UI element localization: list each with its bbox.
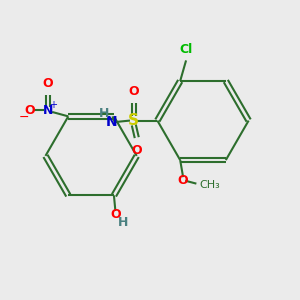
Text: N: N bbox=[106, 115, 118, 129]
Text: Cl: Cl bbox=[179, 43, 193, 56]
Text: S: S bbox=[128, 113, 139, 128]
Text: O: O bbox=[128, 85, 139, 98]
Text: O: O bbox=[131, 143, 142, 157]
Text: O: O bbox=[178, 174, 188, 187]
Text: −: − bbox=[19, 110, 29, 124]
Text: O: O bbox=[25, 104, 35, 117]
Text: N: N bbox=[43, 104, 53, 117]
Text: O: O bbox=[110, 208, 121, 221]
Text: O: O bbox=[42, 77, 53, 90]
Text: H: H bbox=[118, 216, 128, 229]
Text: H: H bbox=[99, 107, 110, 120]
Text: CH₃: CH₃ bbox=[199, 180, 220, 190]
Text: +: + bbox=[49, 100, 57, 110]
